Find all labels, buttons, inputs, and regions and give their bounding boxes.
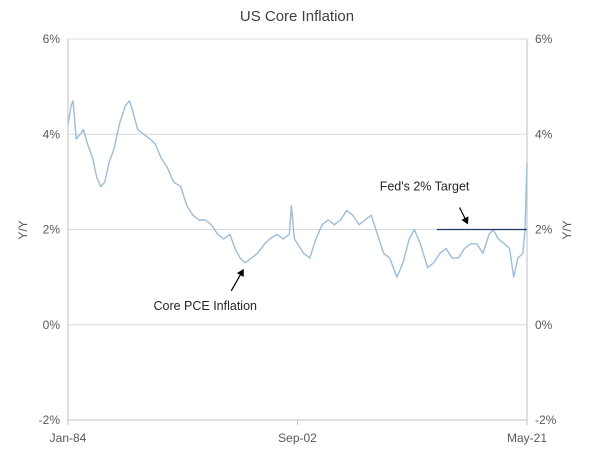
annotation-arrow-fed-target — [459, 207, 469, 225]
y-tick-label-right: -2% — [535, 413, 557, 427]
x-tick-label: Jan-84 — [50, 431, 87, 445]
y-axis-left-label: Y/Y — [16, 220, 30, 239]
y-tick-label-left: 2% — [43, 223, 61, 237]
y-axis-right-label: Y/Y — [560, 220, 574, 239]
y-tick-label-left: 4% — [43, 127, 61, 141]
x-tick-label: May-21 — [507, 431, 547, 445]
y-tick-label-right: 2% — [535, 223, 553, 237]
x-tick-label: Sep-02 — [278, 431, 317, 445]
y-tick-label-right: 4% — [535, 127, 553, 141]
y-axis-right-ticks: -2% 0% 2% 4% 6% — [535, 32, 557, 427]
series-layer — [67, 100, 528, 278]
chart-title: US Core Inflation — [240, 8, 354, 25]
y-tick-label-left: 0% — [43, 318, 61, 332]
series-line-core-pce — [67, 100, 528, 278]
y-tick-label-left: 6% — [43, 32, 61, 46]
annotation-arrow-core-pce — [230, 268, 244, 292]
y-tick-label-left: -2% — [39, 413, 61, 427]
y-tick-label-right: 0% — [535, 318, 553, 332]
annotations-layer: Core PCE Inflation Fed's 2% Target — [153, 180, 469, 313]
annotation-label-fed-target: Fed's 2% Target — [380, 180, 470, 194]
y-axis-left-ticks: -2% 0% 2% 4% 6% — [39, 32, 61, 427]
annotation-label-core-pce: Core PCE Inflation — [153, 299, 257, 313]
x-axis-ticks: Jan-84 Sep-02 May-21 — [50, 420, 547, 445]
y-tick-label-right: 6% — [535, 32, 553, 46]
